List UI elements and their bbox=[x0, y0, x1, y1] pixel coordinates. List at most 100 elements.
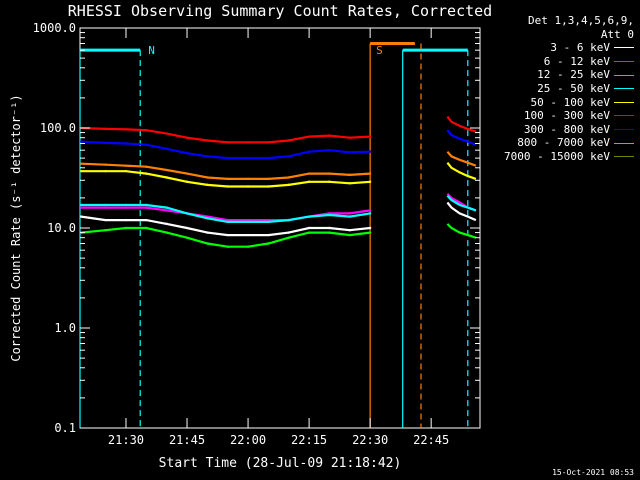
point-25-50-kev bbox=[348, 215, 351, 218]
point-800-7000-kev bbox=[124, 164, 128, 167]
y-tick-label: 0.1 bbox=[54, 421, 76, 435]
point-12-25-kev bbox=[328, 231, 331, 234]
point-25-50-kev bbox=[185, 212, 189, 215]
series-100-300-kev bbox=[81, 126, 371, 144]
point-300-800-kev bbox=[246, 156, 250, 160]
point-3-6-kev bbox=[328, 226, 331, 230]
point-25-50-kev bbox=[80, 203, 83, 207]
x-tick-label: 21:45 bbox=[169, 433, 205, 447]
point-12-25-kev bbox=[348, 233, 351, 237]
x-tick-label: 22:00 bbox=[230, 433, 266, 447]
point-100-300-kev bbox=[165, 132, 168, 135]
point-50-100-kev bbox=[368, 180, 372, 183]
point-25-50-kev bbox=[368, 212, 372, 215]
legend-item-300-800-kev: 300 - 800 keV bbox=[484, 123, 634, 137]
legend-swatch bbox=[614, 61, 634, 63]
series-800-7000-kev-after bbox=[446, 150, 477, 167]
point-100-300-kev bbox=[267, 141, 270, 144]
point-800-7000-kev bbox=[246, 177, 250, 181]
series-300-800-kev-after bbox=[446, 129, 477, 146]
point-50-100-kev bbox=[165, 176, 168, 179]
y-tick-label: 1.0 bbox=[54, 321, 76, 335]
point-12-25-kev bbox=[124, 226, 128, 230]
legend-label: 300 - 800 keV bbox=[523, 122, 610, 136]
x-axis-label: Start Time (28-Jul-09 21:18:42) bbox=[159, 456, 402, 471]
point-3-6-kev bbox=[80, 215, 83, 218]
point-100-300-kev bbox=[287, 139, 290, 142]
point-12-25-kev bbox=[185, 236, 189, 239]
point-50-100-kev bbox=[246, 185, 250, 188]
series-12-25-kev bbox=[81, 226, 371, 248]
point-100-300-kev bbox=[307, 135, 311, 138]
legend-swatch bbox=[614, 156, 634, 158]
point-25-50-kev bbox=[104, 203, 107, 207]
point-50-100-kev bbox=[287, 183, 290, 187]
point-800-7000-kev bbox=[104, 163, 107, 166]
point-3-6-kev bbox=[145, 218, 148, 222]
point-300-800-kev bbox=[165, 147, 168, 150]
series-100-300-kev-after bbox=[446, 115, 477, 133]
point-300-800-kev bbox=[368, 150, 372, 153]
point-25-50-kev bbox=[124, 203, 128, 207]
legend-label: 25 - 50 keV bbox=[537, 81, 610, 95]
point-100-300-kev bbox=[185, 136, 189, 139]
point-6-12-kev bbox=[145, 206, 148, 209]
point-300-800-kev bbox=[328, 148, 331, 152]
point-6-12-kev bbox=[368, 209, 372, 212]
legend-swatch bbox=[614, 101, 634, 103]
point-6-12-kev bbox=[104, 206, 107, 209]
legend-label: 6 - 12 keV bbox=[543, 54, 610, 68]
point-6-12-kev bbox=[348, 212, 351, 215]
point-50-100-kev bbox=[104, 169, 107, 173]
point-800-7000-kev bbox=[307, 172, 311, 175]
point-3-6-kev bbox=[104, 218, 107, 222]
legend-swatch bbox=[614, 74, 634, 76]
point-800-7000-kev bbox=[145, 165, 148, 168]
point-300-800-kev bbox=[226, 156, 229, 160]
point-300-800-kev bbox=[185, 151, 189, 155]
legend-item-6-12-kev: 6 - 12 keV bbox=[484, 55, 634, 69]
point-25-50-kev bbox=[307, 215, 311, 218]
point-12-25-kev bbox=[206, 242, 209, 245]
point-3-6-kev bbox=[287, 231, 290, 234]
point-300-800-kev bbox=[145, 143, 148, 146]
point-25-50-kev bbox=[246, 220, 250, 224]
point-300-800-kev bbox=[348, 151, 351, 154]
point-3-6-kev bbox=[185, 226, 189, 230]
point-3-6-kev bbox=[246, 233, 250, 237]
point-12-25-kev bbox=[368, 231, 372, 234]
y-tick-label: 1000.0 bbox=[33, 21, 76, 35]
point-800-7000-kev bbox=[185, 172, 189, 175]
point-12-25-kev bbox=[246, 245, 250, 248]
point-800-7000-kev bbox=[226, 177, 229, 181]
point-100-300-kev bbox=[368, 135, 372, 138]
legend-label: 800 - 7000 keV bbox=[517, 136, 610, 150]
x-tick-label: 21:30 bbox=[108, 433, 144, 447]
y-tick-label: 10.0 bbox=[47, 221, 76, 235]
point-50-100-kev bbox=[145, 172, 148, 175]
point-25-50-kev bbox=[287, 218, 290, 222]
series-3-6-kev-after bbox=[446, 201, 477, 222]
point-100-300-kev bbox=[226, 141, 229, 144]
point-12-25-kev bbox=[226, 245, 229, 248]
point-6-12-kev bbox=[80, 206, 83, 209]
point-50-100-kev bbox=[124, 169, 128, 173]
legend-attenuator: Att 0 bbox=[600, 27, 634, 41]
point-100-300-kev bbox=[348, 136, 351, 139]
series-6-12-kev bbox=[81, 206, 371, 222]
legend-item-50-100-kev: 50 - 100 keV bbox=[484, 96, 634, 110]
point-800-7000-kev bbox=[368, 172, 372, 175]
x-tick-label: 22:30 bbox=[352, 433, 388, 447]
legend-item-25-50-kev: 25 - 50 keV bbox=[484, 82, 634, 96]
point-6-12-kev bbox=[165, 209, 168, 212]
point-50-100-kev bbox=[267, 185, 270, 188]
point-3-6-kev bbox=[206, 231, 209, 234]
point-800-7000-kev bbox=[287, 176, 290, 179]
point-100-300-kev bbox=[104, 127, 107, 131]
point-50-100-kev bbox=[226, 185, 229, 188]
point-100-300-kev bbox=[328, 134, 331, 137]
series-300-800-kev bbox=[81, 140, 371, 160]
point-12-25-kev bbox=[267, 242, 270, 245]
